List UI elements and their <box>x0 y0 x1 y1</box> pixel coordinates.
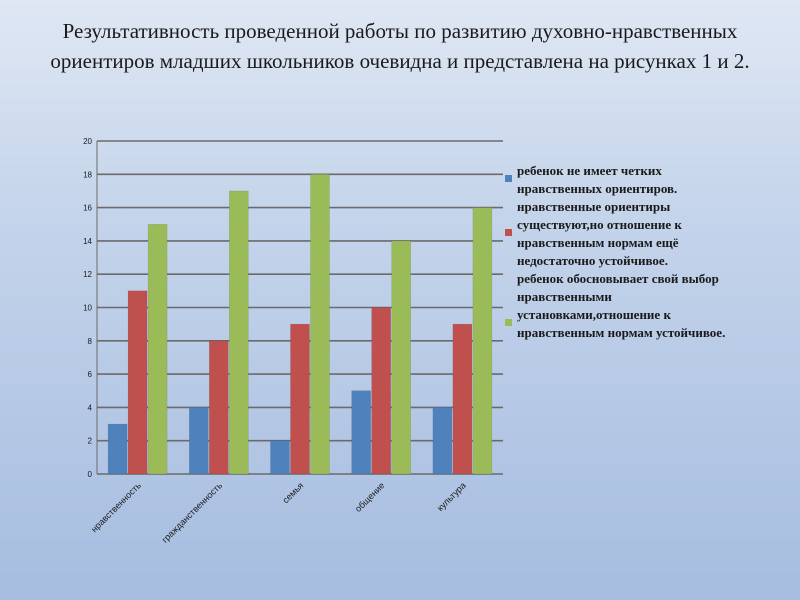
bar <box>310 174 330 475</box>
bar <box>229 190 249 475</box>
legend-swatch-series-2 <box>505 229 512 236</box>
bar <box>270 440 290 475</box>
y-tick-label: 20 <box>83 137 92 146</box>
legend-swatch-series-1 <box>505 175 512 182</box>
y-tick-label: 18 <box>83 170 92 179</box>
bar <box>391 240 411 475</box>
bar <box>107 423 128 475</box>
bar <box>432 407 453 475</box>
y-tick-label: 6 <box>88 370 93 379</box>
slide-title: Результативность проведенной работы по р… <box>50 19 750 73</box>
chart-legend: ребенок не имеет четких нравственных ори… <box>505 162 745 342</box>
legend-item-series-3: ребенок обосновывает свой выбор нравстве… <box>505 270 745 342</box>
legend-item-series-2: нравственные ориентиры существуют,но отн… <box>505 198 745 270</box>
y-tick-label: 0 <box>88 470 93 479</box>
bar <box>452 323 473 475</box>
legend-label-series-1: ребенок не имеет четких нравственных ори… <box>517 163 678 196</box>
y-tick-label: 12 <box>83 270 92 279</box>
bar <box>147 224 168 475</box>
bar <box>189 407 209 475</box>
legend-item-series-1: ребенок не имеет четких нравственных ори… <box>505 162 745 198</box>
legend-label-series-2: нравственные ориентиры существуют,но отн… <box>517 199 682 268</box>
legend-label-series-3: ребенок обосновывает свой выбор нравстве… <box>517 271 726 340</box>
bar <box>290 323 310 475</box>
x-tick-label: семья <box>280 480 305 505</box>
y-tick-label: 2 <box>88 437 93 446</box>
y-tick-label: 4 <box>88 403 93 412</box>
x-tick-label: гражданственность <box>160 480 225 545</box>
x-tick-label: нравственность <box>89 480 143 534</box>
y-tick-label: 14 <box>83 237 92 246</box>
y-tick-label: 10 <box>83 304 92 313</box>
legend-swatch-series-3 <box>505 319 512 326</box>
bar <box>209 340 229 475</box>
x-tick-label: культура <box>435 480 468 513</box>
bar <box>472 207 493 475</box>
bar <box>351 390 371 475</box>
x-tick-label: общение <box>353 480 387 514</box>
bar <box>371 307 391 475</box>
bar <box>127 290 148 475</box>
y-tick-label: 16 <box>83 204 92 213</box>
y-tick-label: 8 <box>88 337 93 346</box>
